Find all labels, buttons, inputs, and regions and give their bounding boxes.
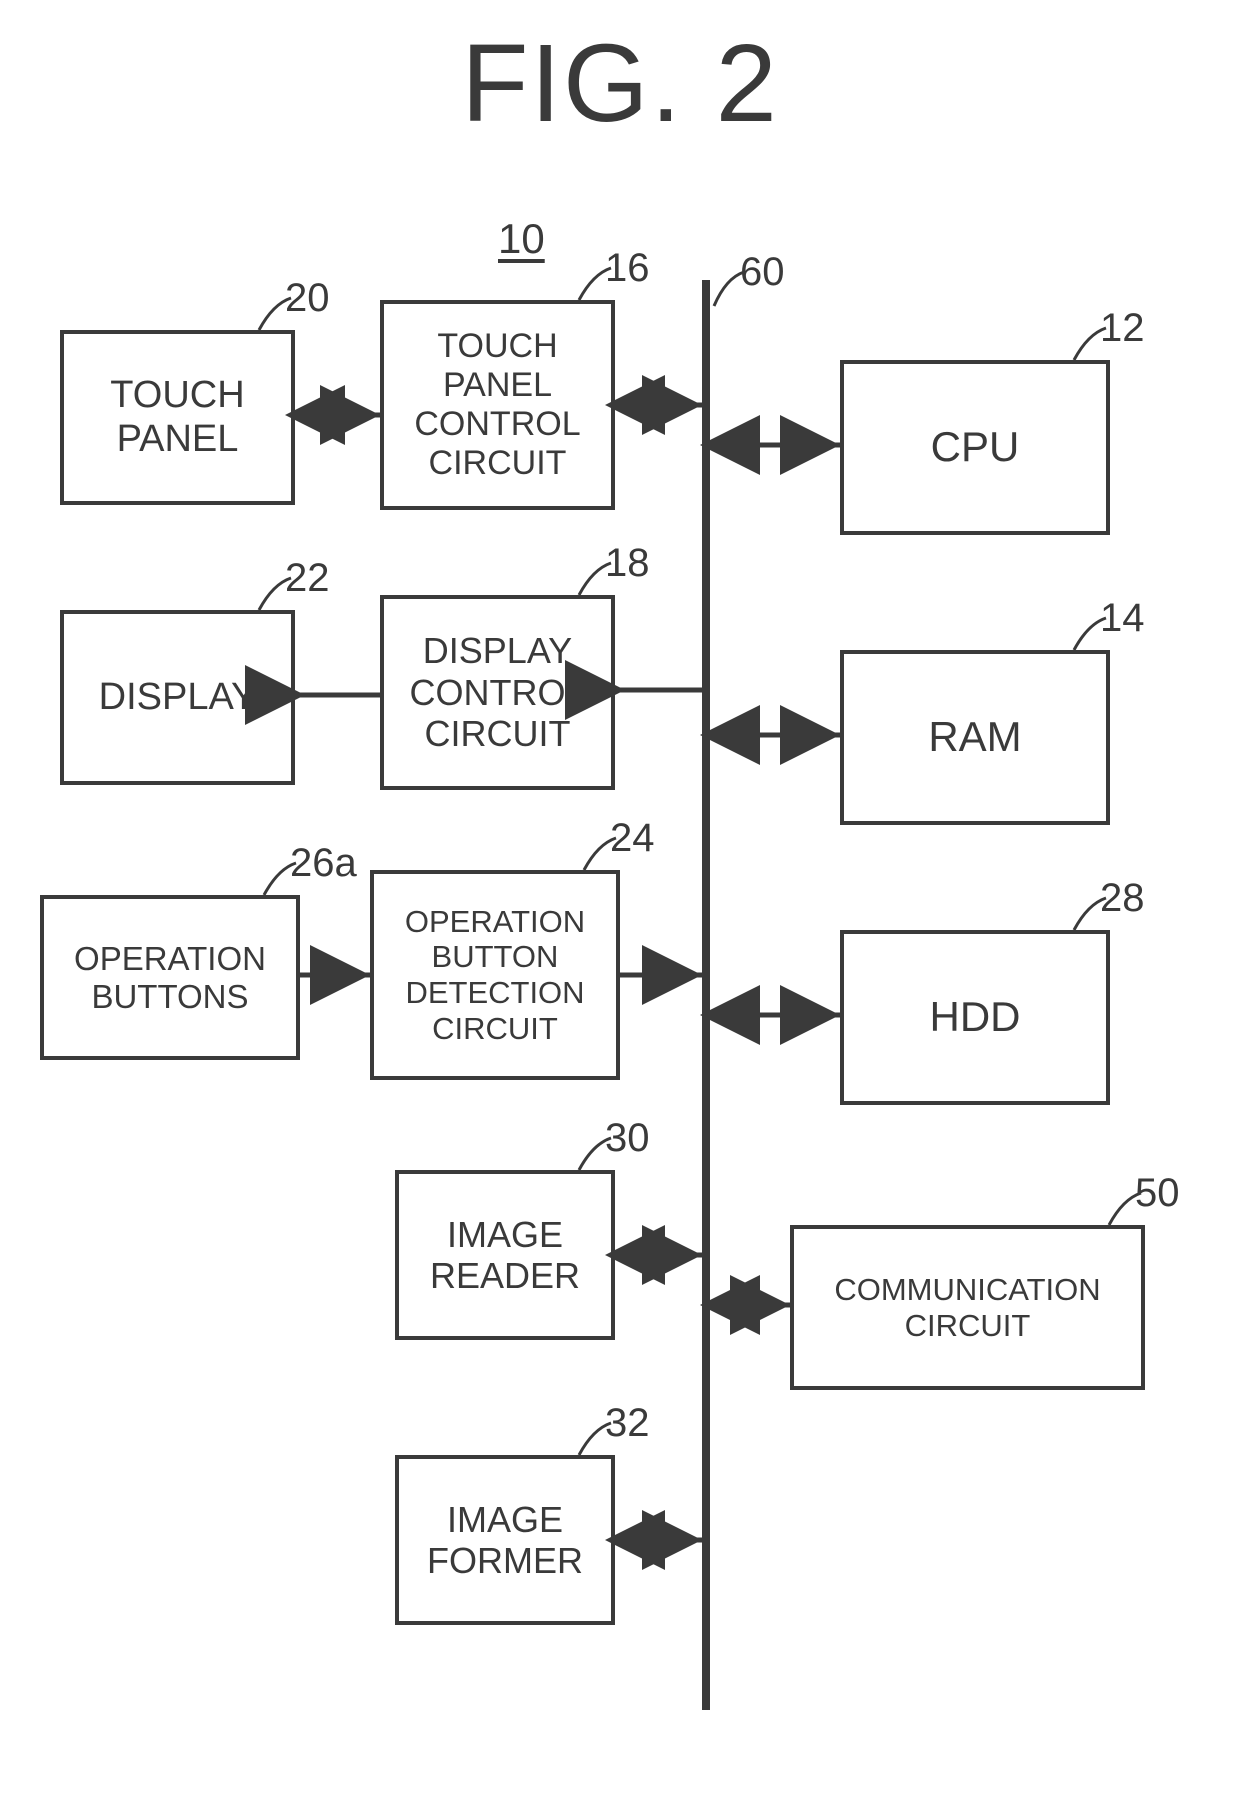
diagram-canvas: FIG. 2 10 60 TOUCHPANEL20TOUCHPANELCONTR…: [0, 0, 1240, 1805]
connectors-layer: [0, 0, 1240, 1805]
